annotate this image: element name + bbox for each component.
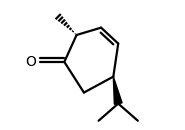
Text: O: O: [25, 55, 36, 69]
Polygon shape: [113, 77, 122, 104]
